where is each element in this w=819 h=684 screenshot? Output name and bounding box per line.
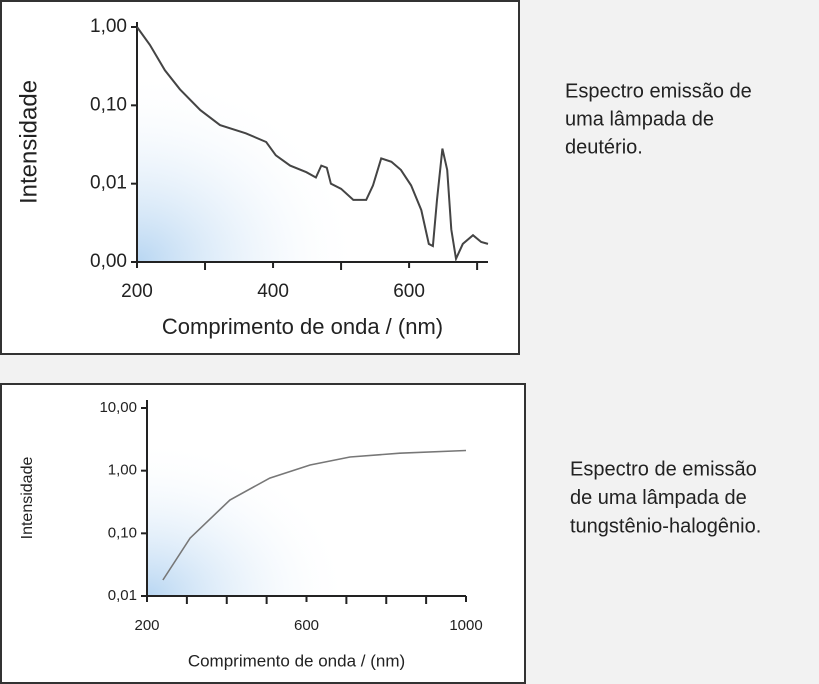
- plot-shade: [147, 400, 403, 596]
- y-tick-label: 1,00: [108, 462, 137, 479]
- caption: Espectro de emissão: [570, 458, 757, 480]
- y-axis-label: Intensidade: [19, 457, 36, 540]
- x-axis-label: Comprimento de onda / (nm): [188, 651, 405, 670]
- line: [136, 26, 489, 263]
- x-tick-label: 200: [121, 281, 153, 302]
- x-tick-label: 400: [257, 281, 289, 302]
- plot-shade: [137, 22, 418, 262]
- x-axis-label: Comprimento de onda / (nm): [162, 314, 443, 339]
- y-tick-label: 0,10: [108, 524, 137, 541]
- x-tick-label: 200: [134, 617, 159, 634]
- caption: deutério.: [565, 136, 643, 158]
- x-tick-label: 1000: [449, 617, 482, 634]
- line: [162, 449, 467, 581]
- y-tick-label: 0,00: [90, 251, 127, 272]
- y-tick-label: 0,01: [90, 173, 127, 194]
- y-tick-label: 1,00: [90, 16, 127, 37]
- y-tick-label: 10,00: [99, 399, 137, 416]
- y-tick-label: 0,10: [90, 94, 127, 115]
- y-axis-label: Intensidade: [15, 80, 42, 204]
- caption: de uma lâmpada de: [570, 487, 747, 509]
- caption: tungstênio-halogênio.: [570, 515, 761, 537]
- caption: uma lâmpada de: [565, 108, 714, 130]
- caption: Espectro emissão de: [565, 80, 752, 102]
- x-tick-label: 600: [393, 281, 425, 302]
- y-tick-label: 0,01: [108, 587, 137, 604]
- x-tick-label: 600: [294, 617, 319, 634]
